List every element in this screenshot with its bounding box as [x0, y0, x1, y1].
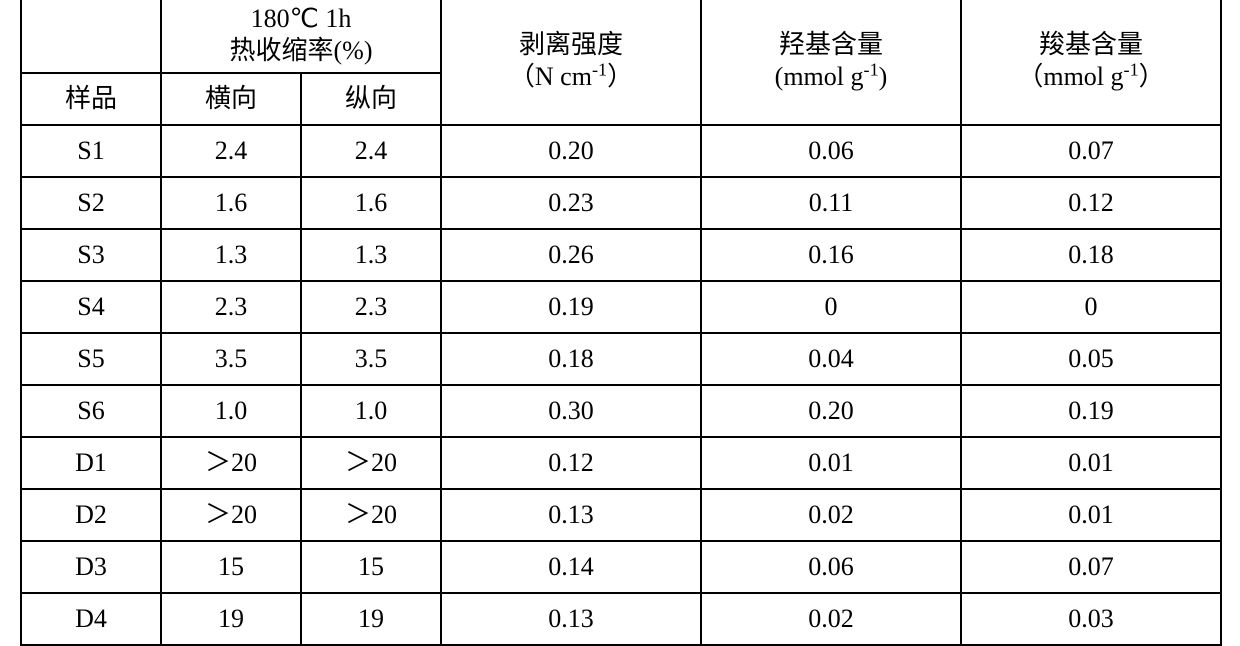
cell-transverse: ＞20 [161, 437, 301, 489]
table-row: D1 ＞20 ＞20 0.12 0.01 0.01 [21, 437, 1221, 489]
table-row: S4 2.3 2.3 0.19 0 0 [21, 281, 1221, 333]
cell-longitudinal: 15 [301, 541, 441, 593]
cell-sample: D3 [21, 541, 161, 593]
cell-longitudinal: 19 [301, 593, 441, 645]
header-blank-cell [21, 0, 161, 73]
cell-longitudinal: 2.3 [301, 281, 441, 333]
header-sample: 样品 [21, 73, 161, 125]
cell-peel: 0.19 [441, 281, 701, 333]
cell-carboxyl: 0.01 [961, 489, 1221, 541]
cell-sample: D2 [21, 489, 161, 541]
table-header-row-1: 180℃ 1h 热收缩率(%) 剥离强度 （N cm-1） 羟基含量 (mmol… [21, 0, 1221, 73]
cell-longitudinal: ＞20 [301, 437, 441, 489]
cell-carboxyl: 0.19 [961, 385, 1221, 437]
cell-hydroxyl: 0.01 [701, 437, 961, 489]
cell-transverse: 15 [161, 541, 301, 593]
cell-carboxyl: 0.07 [961, 541, 1221, 593]
table-row: D2 ＞20 ＞20 0.13 0.02 0.01 [21, 489, 1221, 541]
header-longitudinal: 纵向 [301, 73, 441, 125]
cell-longitudinal: ＞20 [301, 489, 441, 541]
cell-carboxyl: 0.12 [961, 177, 1221, 229]
cell-hydroxyl: 0.20 [701, 385, 961, 437]
data-table-container: 180℃ 1h 热收缩率(%) 剥离强度 （N cm-1） 羟基含量 (mmol… [20, 0, 1220, 646]
header-carboxyl-line2-post: ） [1139, 62, 1165, 91]
cell-peel: 0.13 [441, 593, 701, 645]
cell-peel: 0.18 [441, 333, 701, 385]
cell-longitudinal: 1.3 [301, 229, 441, 281]
cell-sample: D4 [21, 593, 161, 645]
header-hydroxyl-line1: 羟基含量 [779, 30, 883, 59]
cell-sample: S6 [21, 385, 161, 437]
cell-hydroxyl: 0.06 [701, 125, 961, 177]
header-peel-line1: 剥离强度 [519, 30, 623, 59]
cell-transverse: 2.3 [161, 281, 301, 333]
cell-peel: 0.23 [441, 177, 701, 229]
cell-transverse: 3.5 [161, 333, 301, 385]
header-peel-line2-pre: （N cm [509, 62, 592, 91]
cell-transverse: 1.3 [161, 229, 301, 281]
cell-peel: 0.30 [441, 385, 701, 437]
table-row: D4 19 19 0.13 0.02 0.03 [21, 593, 1221, 645]
cell-carboxyl: 0 [961, 281, 1221, 333]
header-carboxyl-line2-pre: （mmol g [1017, 62, 1123, 91]
header-hydroxyl-line2-pre: (mmol g [775, 62, 864, 91]
table-row: S6 1.0 1.0 0.30 0.20 0.19 [21, 385, 1221, 437]
cell-carboxyl: 0.05 [961, 333, 1221, 385]
table-row: S1 2.4 2.4 0.20 0.06 0.07 [21, 125, 1221, 177]
header-hydroxyl: 羟基含量 (mmol g-1) [701, 0, 961, 125]
cell-peel: 0.13 [441, 489, 701, 541]
cell-sample: D1 [21, 437, 161, 489]
cell-hydroxyl: 0.11 [701, 177, 961, 229]
cell-transverse: 1.0 [161, 385, 301, 437]
cell-sample: S5 [21, 333, 161, 385]
header-carboxyl: 羧基含量 （mmol g-1） [961, 0, 1221, 125]
header-carboxyl-line2-sup: -1 [1124, 59, 1139, 79]
cell-carboxyl: 0.01 [961, 437, 1221, 489]
cell-sample: S3 [21, 229, 161, 281]
cell-sample: S1 [21, 125, 161, 177]
header-transverse: 横向 [161, 73, 301, 125]
cell-hydroxyl: 0.06 [701, 541, 961, 593]
cell-longitudinal: 1.6 [301, 177, 441, 229]
cell-peel: 0.20 [441, 125, 701, 177]
header-hydroxyl-line2-sup: -1 [864, 59, 879, 79]
cell-transverse: 19 [161, 593, 301, 645]
cell-carboxyl: 0.18 [961, 229, 1221, 281]
cell-sample: S2 [21, 177, 161, 229]
table-row: S5 3.5 3.5 0.18 0.04 0.05 [21, 333, 1221, 385]
cell-longitudinal: 1.0 [301, 385, 441, 437]
table-header: 180℃ 1h 热收缩率(%) 剥离强度 （N cm-1） 羟基含量 (mmol… [21, 0, 1221, 125]
header-peel-line2-sup: -1 [592, 59, 607, 79]
cell-peel: 0.26 [441, 229, 701, 281]
cell-longitudinal: 2.4 [301, 125, 441, 177]
cell-transverse: ＞20 [161, 489, 301, 541]
cell-hydroxyl: 0.02 [701, 593, 961, 645]
table-body: S1 2.4 2.4 0.20 0.06 0.07 S2 1.6 1.6 0.2… [21, 125, 1221, 645]
cell-sample: S4 [21, 281, 161, 333]
cell-peel: 0.12 [441, 437, 701, 489]
header-peel-line2-post: ） [607, 62, 633, 91]
cell-hydroxyl: 0.04 [701, 333, 961, 385]
data-table: 180℃ 1h 热收缩率(%) 剥离强度 （N cm-1） 羟基含量 (mmol… [20, 0, 1222, 646]
cell-hydroxyl: 0.02 [701, 489, 961, 541]
header-hydroxyl-line2-post: ) [879, 62, 888, 91]
header-shrinkage-group: 180℃ 1h 热收缩率(%) [161, 0, 441, 73]
cell-carboxyl: 0.07 [961, 125, 1221, 177]
header-shrinkage-line1: 180℃ 1h [251, 4, 352, 33]
table-row: S3 1.3 1.3 0.26 0.16 0.18 [21, 229, 1221, 281]
cell-hydroxyl: 0 [701, 281, 961, 333]
cell-carboxyl: 0.03 [961, 593, 1221, 645]
cell-transverse: 2.4 [161, 125, 301, 177]
header-shrinkage-line2: 热收缩率(%) [230, 36, 373, 65]
cell-peel: 0.14 [441, 541, 701, 593]
cell-longitudinal: 3.5 [301, 333, 441, 385]
cell-hydroxyl: 0.16 [701, 229, 961, 281]
table-row: S2 1.6 1.6 0.23 0.11 0.12 [21, 177, 1221, 229]
header-peel-strength: 剥离强度 （N cm-1） [441, 0, 701, 125]
header-carboxyl-line1: 羧基含量 [1039, 30, 1143, 59]
table-row: D3 15 15 0.14 0.06 0.07 [21, 541, 1221, 593]
cell-transverse: 1.6 [161, 177, 301, 229]
